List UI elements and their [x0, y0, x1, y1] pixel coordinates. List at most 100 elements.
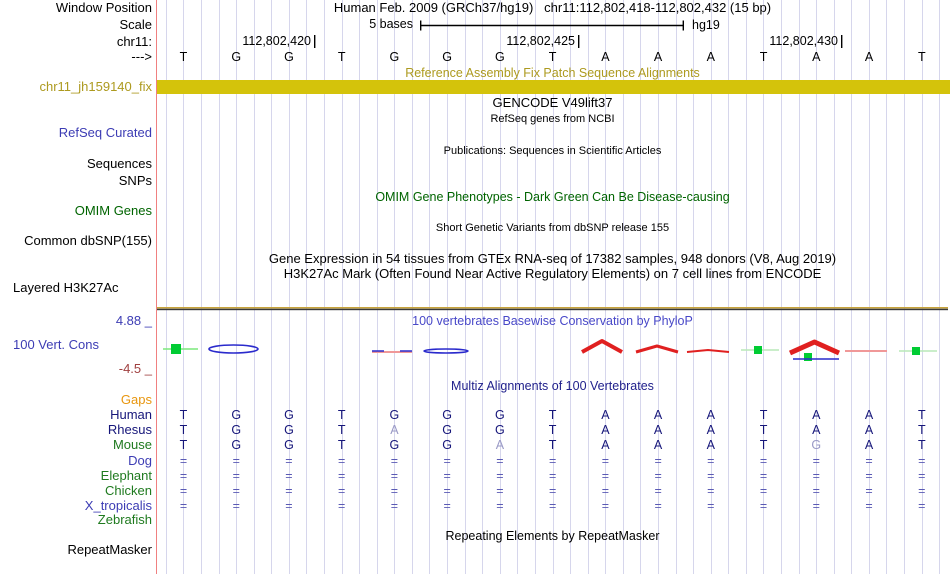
gridline: [411, 0, 413, 574]
alignment-base: G: [495, 423, 505, 437]
track-label-snps[interactable]: SNPs: [118, 173, 152, 188]
track-label-layered-h3k27ac[interactable]: Layered H3K27Ac: [13, 280, 119, 295]
alignment-base: T: [917, 423, 926, 437]
gridline: [236, 0, 238, 574]
alignment-gap-glyph: =: [918, 454, 926, 468]
alignment-base: T: [337, 423, 346, 437]
alignment-base: G: [389, 408, 400, 422]
track-title-omim[interactable]: OMIM Gene Phenotypes - Dark Green Can Be…: [375, 190, 730, 204]
alignment-base: A: [864, 423, 874, 437]
ruler-base: T: [759, 50, 768, 64]
track-label-species-dog[interactable]: Dog: [128, 453, 152, 468]
alignment-base: T: [337, 438, 346, 452]
alignment-gap-glyph: =: [179, 484, 188, 498]
track-title-repeatmasker[interactable]: Repeating Elements by RepeatMasker: [445, 529, 660, 543]
track-title-multiz[interactable]: Multiz Alignments of 100 Vertebrates: [451, 379, 654, 393]
ruler-base: G: [231, 50, 242, 64]
track-label-vert-cons[interactable]: 100 Vert. Cons: [13, 337, 99, 352]
ruler-base: A: [601, 50, 610, 64]
gridline: [921, 0, 923, 574]
track-label-common-dbsnp[interactable]: Common dbSNP(155): [24, 233, 152, 248]
alignment-gap-glyph: =: [707, 454, 715, 468]
alignment-gap-glyph: =: [496, 469, 504, 483]
alignment-gap-glyph: =: [548, 499, 557, 513]
alignment-gap-glyph: =: [548, 469, 557, 483]
gridline: [605, 0, 607, 574]
gridline: [886, 0, 888, 574]
fix-patch-track-bar[interactable]: [157, 80, 950, 94]
alignment-base: T: [917, 438, 926, 452]
ruler-base: A: [864, 50, 874, 64]
track-label-species-mouse[interactable]: Mouse: [112, 437, 152, 452]
track-label-species-rhesus[interactable]: Rhesus: [107, 422, 152, 437]
track-label-species-chicken[interactable]: Chicken: [105, 483, 152, 498]
ruler-coordinate: 112,802,430: [769, 34, 838, 48]
track-label-omim-genes[interactable]: OMIM Genes: [74, 203, 152, 218]
track-title-dbsnp[interactable]: Short Genetic Variants from dbSNP releas…: [435, 222, 670, 234]
alignment-gap-glyph: =: [812, 499, 820, 513]
alignment-gap-glyph: =: [338, 469, 346, 483]
alignment-base: A: [812, 423, 821, 437]
gridline: [552, 0, 554, 574]
alignment-gap-glyph: =: [232, 469, 240, 483]
alignment-gap-glyph: =: [496, 454, 504, 468]
track-title-fix-patch[interactable]: Reference Assembly Fix Patch Sequence Al…: [405, 66, 700, 80]
alignment-gap-glyph: =: [707, 499, 715, 513]
gridline: [517, 0, 519, 574]
ruler-base: G: [442, 50, 453, 64]
alignment-base: A: [601, 438, 610, 452]
track-title-gencode[interactable]: GENCODE V49lift37: [492, 95, 613, 110]
alignment-base: G: [231, 438, 242, 452]
gridline: [253, 0, 255, 574]
track-title-gtex[interactable]: Gene Expression in 54 tissues from GTEx …: [268, 251, 837, 266]
alignment-gap-glyph: =: [918, 499, 926, 513]
track-label-repeatmasker[interactable]: RepeatMasker: [67, 542, 152, 557]
track-title-phylop[interactable]: 100 vertebrates Basewise Conservation by…: [412, 314, 693, 328]
alignment-base: T: [548, 438, 557, 452]
gridline: [570, 0, 572, 574]
alignment-gap-glyph: =: [601, 454, 610, 468]
track-title-refseq[interactable]: RefSeq genes from NCBI: [490, 113, 615, 125]
gridline: [728, 0, 730, 574]
track-title-h3k27ac[interactable]: H3K27Ac Mark (Often Found Near Active Re…: [283, 266, 822, 281]
gridline: [798, 0, 800, 574]
alignment-gap-glyph: =: [232, 454, 240, 468]
alignment-base: G: [811, 438, 822, 452]
gridline: [816, 0, 818, 574]
alignment-gap-glyph: =: [285, 499, 293, 513]
gridline: [499, 0, 501, 574]
alignment-gap-glyph: =: [443, 454, 451, 468]
position-title: Human Feb. 2009 (GRCh37/hg19) chr11:112,…: [333, 0, 772, 15]
alignment-base: T: [917, 408, 926, 422]
gridline: [851, 0, 853, 574]
track-label-species-elephant[interactable]: Elephant: [100, 468, 152, 483]
alignment-base: T: [548, 408, 557, 422]
alignment-gap-glyph: =: [601, 469, 610, 483]
alignment-gap-glyph: =: [285, 469, 293, 483]
alignment-base: A: [495, 438, 505, 452]
gridline: [165, 0, 167, 574]
alignment-gap-glyph: =: [338, 499, 346, 513]
alignment-gap-glyph: =: [443, 469, 451, 483]
alignment-gap-glyph: =: [865, 469, 873, 483]
alignment-gap-glyph: =: [338, 454, 346, 468]
track-label-gaps[interactable]: Gaps: [120, 392, 152, 407]
alignment-base: G: [231, 408, 242, 422]
track-label-refseq-curated[interactable]: RefSeq Curated: [58, 125, 152, 140]
track-label-species-x_tropicalis[interactable]: X_tropicalis: [84, 498, 152, 513]
track-label-fix-patch[interactable]: chr11_jh159140_fix: [39, 79, 152, 94]
track-label-species-human[interactable]: Human: [110, 407, 152, 422]
gridline: [781, 0, 783, 574]
gridline: [341, 0, 343, 574]
conservation-plot[interactable]: [157, 330, 948, 375]
track-title-publications[interactable]: Publications: Sequences in Scientific Ar…: [443, 145, 662, 157]
gridline: [324, 0, 325, 574]
track-label-sequences[interactable]: Sequences: [86, 156, 152, 171]
track-label-species-zebrafish[interactable]: Zebrafish: [97, 512, 152, 527]
alignment-gap-glyph: =: [179, 469, 188, 483]
alignment-gap-glyph: =: [390, 469, 399, 483]
alignment-gap-glyph: =: [496, 499, 504, 513]
gridline: [657, 0, 659, 574]
conservation-max-value: 4.88 _: [115, 313, 152, 328]
alignment-base: T: [337, 408, 346, 422]
